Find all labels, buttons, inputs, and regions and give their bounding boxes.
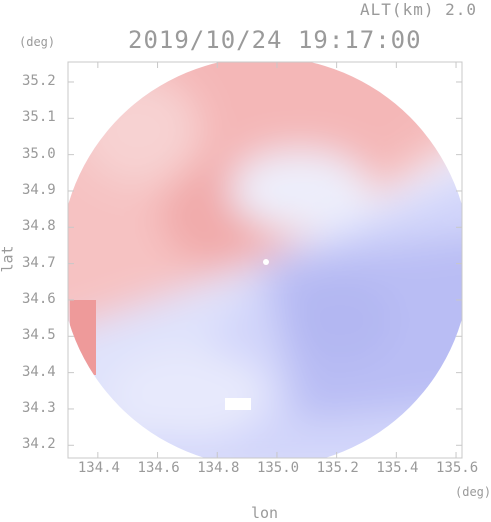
timestamp-title: 2019/10/24 19:17:00 [128, 26, 422, 54]
y-tick-label: 35.1 [22, 109, 56, 126]
velocity-disc [68, 62, 462, 458]
x-tick-label: 134.8 [197, 460, 240, 476]
x-tick-label: 135.0 [256, 460, 300, 476]
edge-echo [70, 300, 96, 375]
y-tick-label: 34.9 [22, 181, 56, 198]
y-tick-label: 34.6 [22, 290, 56, 307]
y-tick-label: 34.7 [22, 254, 56, 271]
y-tick-label: 34.5 [22, 327, 56, 344]
y-tick-label: 34.3 [22, 399, 56, 416]
x-tick-label: 135.6 [436, 460, 479, 476]
y-axis-unit: (deg) [19, 35, 56, 49]
x-tick-label: 134.4 [77, 460, 120, 476]
y-tick-label: 34.2 [22, 436, 56, 453]
plot-frame [67, 61, 463, 459]
y-tick-label: 34.8 [22, 218, 56, 235]
y-tick-label: 35.0 [22, 145, 56, 162]
x-axis-title: lon [251, 504, 279, 522]
y-tick-label: 35.2 [22, 72, 56, 89]
x-tick-label: 135.2 [316, 460, 359, 476]
x-tick-label: 135.4 [376, 460, 419, 476]
altitude-label: ALT(km) 2.0 [360, 0, 477, 19]
x-tick-label: 134.6 [137, 460, 180, 476]
gap-patch [225, 398, 251, 410]
x-axis-unit: (deg) [455, 485, 491, 499]
y-tick-label: 34.4 [22, 363, 56, 380]
